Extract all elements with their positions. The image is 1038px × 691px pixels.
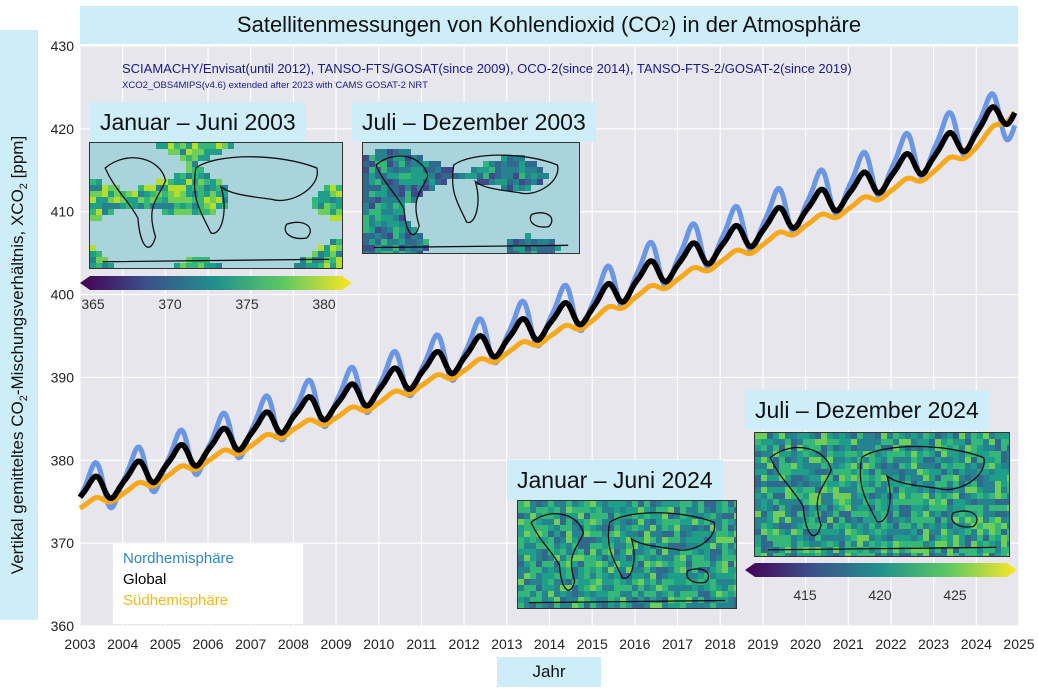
y-tick-label: 410 (51, 204, 75, 220)
colorbar-2003-tick: 370 (158, 296, 182, 312)
colorbar-2003-tick: 365 (81, 296, 105, 312)
x-tick-label: 2014 (534, 636, 565, 652)
chart-title: Satellitenmessungen von Kohlendioxid (CO… (80, 6, 1018, 44)
x-tick-label: 2015 (577, 636, 608, 652)
x-tick-label: 2018 (705, 636, 736, 652)
title-sub: 2 (661, 17, 670, 33)
series-line-south (78, 110, 1017, 511)
x-tick-label: 2007 (235, 636, 266, 652)
y-axis-label-bar: Vertikal gemitteltes CO2-Mischungsverhäl… (0, 30, 38, 620)
colorbar-2024-tick: 415 (793, 587, 817, 603)
y-tick-label: 370 (51, 535, 75, 551)
map-coastline (528, 512, 726, 604)
x-tick-label: 2004 (107, 636, 138, 652)
inset-label-jul2024: Juli – Dezember 2024 (745, 390, 989, 430)
x-tick-label: 2008 (278, 636, 309, 652)
x-tick-label: 2024 (961, 636, 992, 652)
legend-south: Südhemisphäre (123, 592, 229, 609)
map-jul2024 (754, 432, 1010, 557)
x-tick-label: 2020 (790, 636, 821, 652)
y-tick-label: 430 (51, 38, 75, 54)
x-tick-label: 2021 (833, 636, 864, 652)
colorbar-2003-tick: 375 (235, 296, 259, 312)
x-tick-label: 2005 (150, 636, 181, 652)
colorbar-2024-tick: 420 (868, 587, 892, 603)
map-jan2003 (89, 142, 343, 269)
y-tick-label: 400 (51, 287, 75, 303)
title-end: ) in der Atmosphäre (669, 12, 862, 37)
x-tick-label: 2017 (662, 636, 693, 652)
legend: Nordhemisphäre Global Südhemisphäre (113, 544, 303, 624)
x-axis-label-text: Jahr (532, 662, 566, 681)
colorbar-2024-tick: 425 (943, 587, 967, 603)
colorbar-2024: 415 420 425 (745, 561, 1017, 605)
x-tick-label: 2023 (918, 636, 949, 652)
map-coastline (373, 154, 569, 249)
map-coastline (102, 156, 330, 263)
legend-north: Nordhemisphäre (123, 550, 234, 567)
y-tick-label: 390 (51, 369, 75, 385)
map-coastline (767, 445, 997, 551)
legend-global: Global (123, 571, 167, 588)
x-tick-label: 2019 (747, 636, 778, 652)
inset-label-jan2003: Januar – Juni 2003 (90, 102, 306, 142)
x-tick-label: 2025 (1003, 636, 1034, 652)
x-tick-label: 2012 (449, 636, 480, 652)
x-tick-label: 2011 (406, 636, 436, 652)
source-line-2: XCO2_OBS4MIPS(v4.6) extended after 2023 … (122, 80, 428, 91)
source-line-1: SCIAMACHY/Envisat(until 2012), TANSO-FTS… (122, 61, 852, 76)
inset-label-jan2024: Januar – Juni 2024 (507, 460, 723, 500)
colorbar-2003: 365 370 375 380 (80, 274, 352, 314)
colorbar-2003-tick: 380 (312, 296, 336, 312)
x-tick-label: 2009 (321, 636, 352, 652)
x-tick-label: 2006 (192, 636, 223, 652)
y-tick-label: 420 (51, 121, 75, 137)
x-tick-label: 2010 (363, 636, 394, 652)
map-jul2003 (362, 142, 580, 254)
y-tick-label: 360 (51, 618, 75, 634)
x-tick-label: 2016 (619, 636, 650, 652)
map-jan2024 (517, 500, 737, 609)
x-tick-label: 2003 (64, 636, 95, 652)
x-tick-label: 2013 (491, 636, 522, 652)
y-tick-label: 380 (51, 452, 75, 468)
series-line-global (77, 104, 1018, 502)
title-main: Satellitenmessungen von Kohlendioxid (CO (236, 12, 662, 37)
x-tick-label: 2022 (875, 636, 906, 652)
x-axis-label: Jahr (497, 657, 601, 687)
inset-label-jul2003: Juli – Dezember 2003 (352, 102, 596, 142)
